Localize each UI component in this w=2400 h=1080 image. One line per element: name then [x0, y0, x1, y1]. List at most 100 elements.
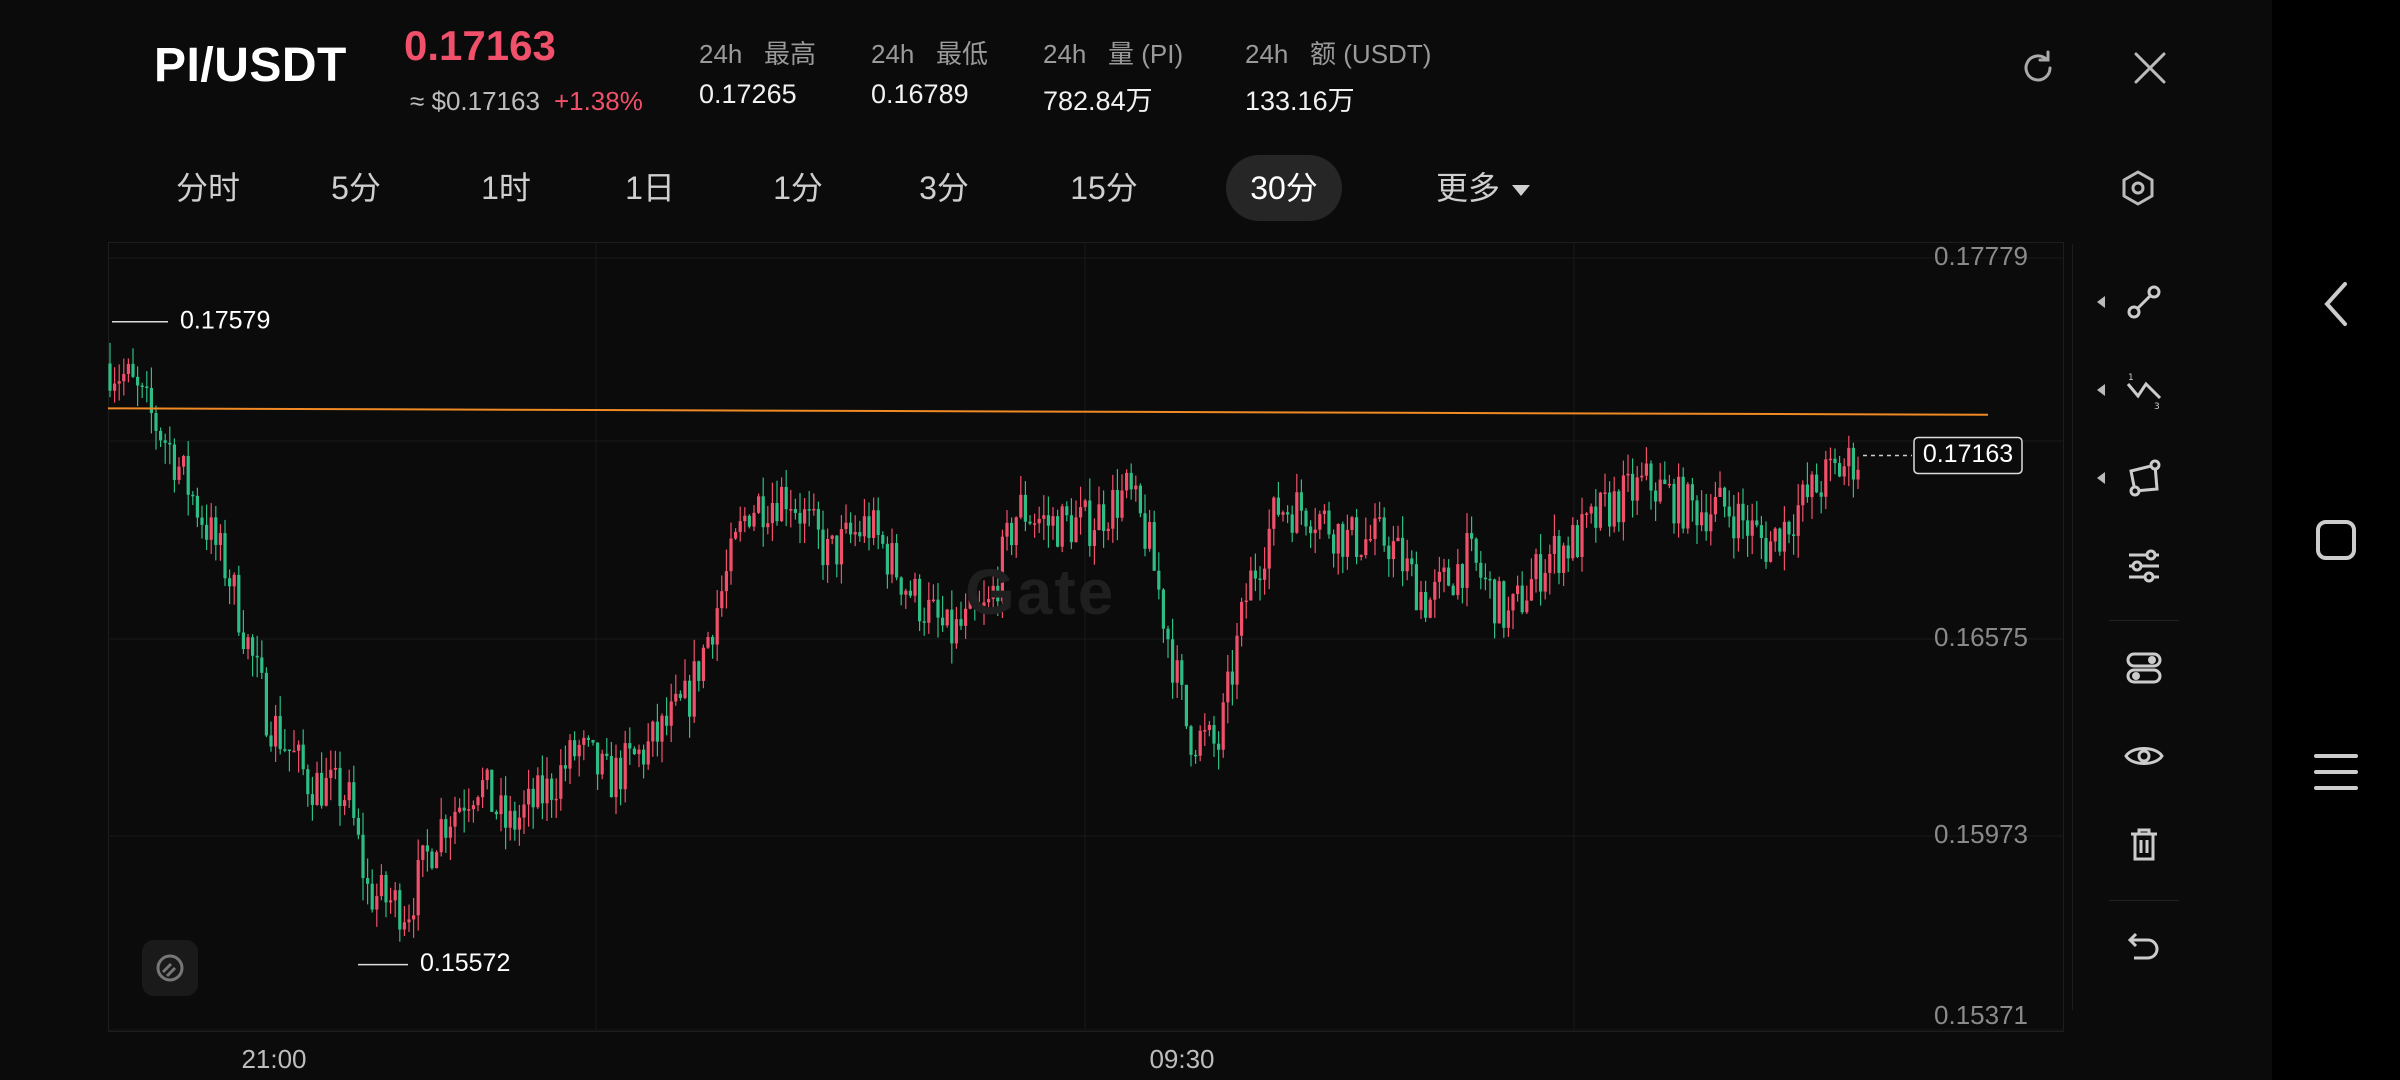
tab-1h[interactable]: 1时 [481, 170, 531, 206]
tool-undo[interactable] [2073, 914, 2215, 978]
tool-delete[interactable] [2073, 812, 2215, 876]
candles-group [108, 342, 1860, 942]
candle-body [329, 769, 333, 778]
candle-body [177, 466, 181, 480]
candle-body [780, 486, 784, 522]
candle-body [1198, 730, 1202, 756]
nav-home-button[interactable] [2312, 516, 2360, 564]
last-price: 0.17163 [404, 22, 556, 69]
candle-body [1267, 528, 1271, 569]
stat-volume: 24h 量 (PI) 782.84万 [1043, 34, 1183, 118]
candle-body [402, 922, 406, 930]
high-marker-label: 0.17579 [180, 306, 270, 334]
candle-body [1276, 497, 1280, 515]
candle-body [1713, 496, 1717, 515]
candle-body [545, 778, 549, 804]
candle-body [1598, 492, 1602, 528]
candle-body [628, 743, 632, 749]
candle-body [1382, 517, 1386, 546]
settings-sliders-icon [2129, 549, 2159, 583]
candle-body [131, 363, 135, 377]
candle-body [867, 516, 871, 538]
candle-body [140, 385, 144, 387]
candle-body [1815, 474, 1819, 493]
close-button[interactable] [2124, 42, 2176, 94]
candle-body [375, 896, 379, 910]
candle-body [126, 363, 130, 374]
tool-shape[interactable] [2073, 446, 2215, 510]
candle-body [1318, 514, 1322, 530]
candle-body [301, 744, 305, 770]
candle-body [1851, 447, 1855, 480]
candle-body [1686, 484, 1690, 529]
nav-menu-button[interactable] [2312, 748, 2360, 796]
watermark: Gate [965, 556, 1116, 628]
candle-body [1511, 594, 1515, 611]
candle-body [692, 661, 696, 717]
candle-body [1129, 472, 1133, 490]
tab-1m[interactable]: 1分 [773, 170, 823, 206]
candle-body [241, 632, 245, 650]
tab-1d[interactable]: 1日 [625, 170, 675, 206]
candle-body [655, 721, 659, 742]
candle-body [1281, 512, 1285, 515]
candle-body [1295, 492, 1299, 533]
candle-body [1258, 578, 1262, 581]
candle-body [1552, 535, 1556, 555]
candle-body [1621, 475, 1625, 523]
candle-body [1368, 539, 1372, 541]
candle-body [1474, 538, 1478, 563]
candle-body [1631, 473, 1635, 501]
chart-mode-button[interactable] [142, 940, 198, 996]
candle-body [320, 772, 324, 806]
candle-body [899, 577, 903, 595]
candle-body [591, 739, 595, 743]
candle-body [494, 811, 498, 815]
tool-visibility[interactable] [2073, 724, 2215, 788]
tab-30m[interactable]: 30分 [1226, 155, 1342, 221]
tab-timeline[interactable]: 分时 [175, 170, 240, 206]
candle-body [513, 810, 517, 830]
candle-body [522, 804, 526, 818]
expand-arrow-icon [2097, 296, 2105, 308]
candle-body [490, 769, 494, 812]
candle-body [1106, 528, 1110, 532]
candle-body [1608, 492, 1612, 527]
tool-indicators[interactable] [2073, 534, 2215, 598]
candle-body [1350, 517, 1354, 530]
candle-body [1097, 504, 1101, 531]
tab-5m[interactable]: 5分 [331, 170, 381, 206]
candle-body [1483, 577, 1487, 580]
candle-body [310, 794, 314, 805]
chart-settings-button[interactable] [2114, 164, 2162, 212]
candle-body [895, 543, 899, 578]
candle-body [1539, 554, 1543, 592]
candle-body [1612, 491, 1616, 527]
tab-3m[interactable]: 3分 [919, 170, 969, 206]
candle-body [1571, 525, 1575, 559]
nav-back-button[interactable] [2312, 280, 2360, 328]
candle-body [145, 386, 149, 389]
candle-body [1405, 558, 1409, 572]
refresh-button[interactable] [2014, 44, 2062, 92]
candle-body [950, 609, 954, 644]
candle-body [1451, 585, 1455, 596]
candle-body [1810, 474, 1814, 498]
tool-connect[interactable] [2073, 270, 2215, 334]
candle-body [619, 757, 623, 790]
candle-body [508, 810, 512, 828]
candle-body [1755, 520, 1759, 526]
candle-body [1083, 500, 1087, 508]
tool-toggle[interactable] [2073, 636, 2215, 700]
candle-body [1746, 520, 1750, 536]
candle-body [862, 516, 866, 537]
candlestick-chart[interactable]: 0.17779 0.16575 0.15973 0.15371 0.17579 0.155… [107, 241, 2064, 1032]
candle-body [1184, 684, 1188, 727]
tab-more[interactable]: 更多 [1418, 155, 1548, 221]
candle-body [1092, 530, 1096, 546]
candle-body [338, 767, 342, 806]
tab-15m[interactable]: 15分 [1070, 170, 1138, 206]
candle-body [821, 529, 825, 566]
refresh-icon [2024, 50, 2052, 82]
